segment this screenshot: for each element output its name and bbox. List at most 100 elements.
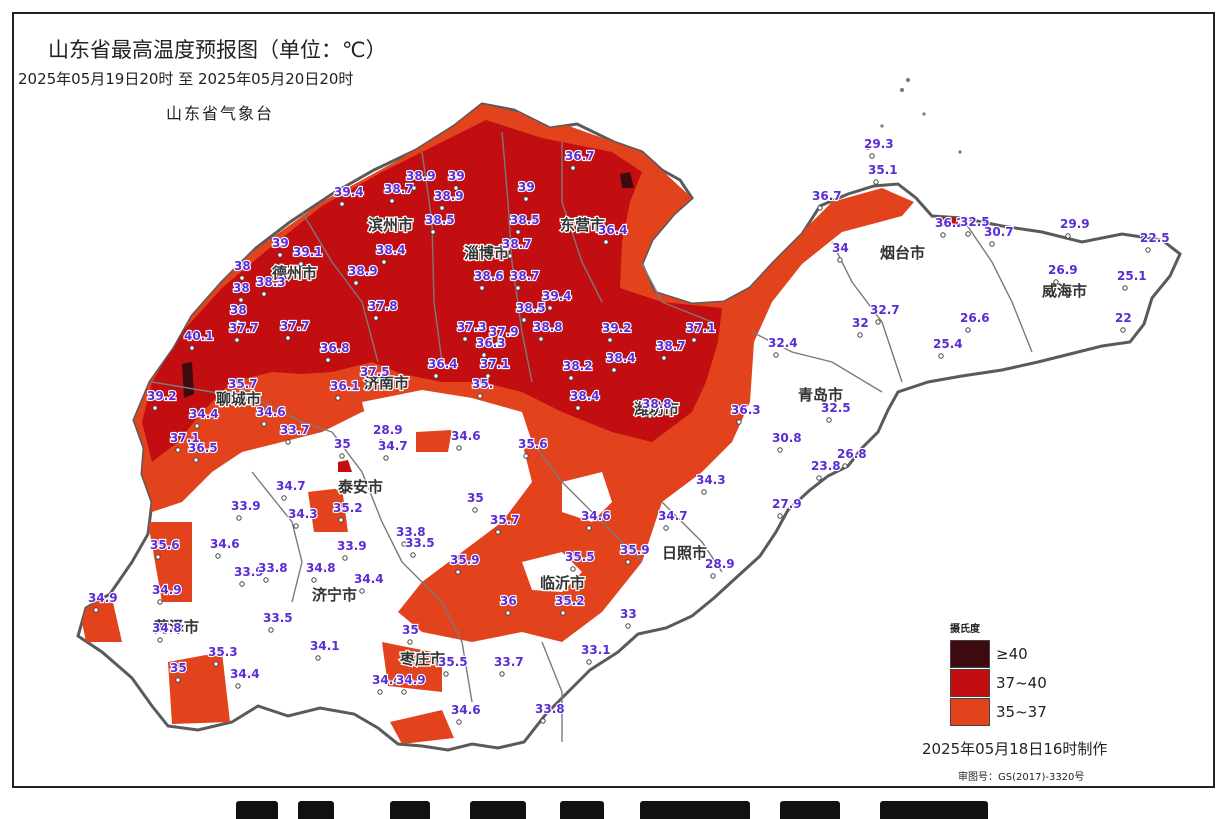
station-dot [773,352,779,358]
station-marker: 38.5 [509,212,541,235]
temperature-value: 27.9 [772,497,802,511]
station-marker: 32.5 [959,214,991,237]
temperature-value: 32.4 [768,336,798,350]
station-marker: 34.9 [395,672,427,695]
city-label-dezhou: 德州市 [272,264,317,282]
station-marker: 32.4 [767,335,799,358]
station-marker: 36.5 [187,440,219,463]
station-dot [439,205,445,211]
station-marker: 38.7 [655,338,687,361]
temperature-value: 36.4 [598,223,628,237]
temperature-value: 39 [272,236,289,250]
temperature-value: 35.9 [620,543,650,557]
station-marker: 39 [271,235,290,258]
temperature-value: 32.5 [960,215,990,229]
station-dot [462,336,468,342]
station-dot [298,261,304,267]
station-dot [407,639,413,645]
station-marker: 29.9 [1059,216,1091,239]
station-marker: 38.9 [347,263,379,286]
station-dot [477,393,483,399]
temperature-value: 38.7 [384,182,414,196]
temperature-value: 34.4 [189,407,219,421]
temperature-value: 38.2 [563,359,593,373]
station-marker: 30.7 [983,224,1015,247]
temperature-value: 34.4 [372,673,402,687]
temperature-value: 34.4 [230,667,260,681]
legend-row: 37~40 [950,668,1047,697]
station-dot [1065,233,1071,239]
temperature-value: 34.1 [310,639,340,653]
temperature-value: 36.1 [330,379,360,393]
station-dot [93,607,99,613]
station-marker: 38.3 [255,274,287,297]
temperature-value: 39.2 [602,321,632,335]
station-dot [281,495,287,501]
temperature-value: 36.7 [565,149,595,163]
temperature-value: 37.8 [368,299,398,313]
station-dot [285,335,291,341]
map-review-number: 审图号：GS(2017)-3320号 [958,772,1085,783]
issuing-agency: 山东省气象台 [166,104,275,123]
station-marker: 35.2 [332,500,364,523]
station-dot [157,637,163,643]
station-dot [1053,279,1059,285]
temperature-value: 38 [233,281,250,295]
station-dot [377,689,383,695]
temperature-value: 33.8 [396,525,426,539]
station-marker: 35.9 [619,542,651,565]
station-dot [261,421,267,427]
station-dot [194,423,200,429]
temperature-value: 30.8 [772,431,802,445]
station-marker: 26.8 [836,446,868,469]
station-marker: 38.6 [473,268,505,291]
temperature-value: 37.9 [489,325,519,339]
temperature-value: 35.6 [518,437,548,451]
station-dot [826,417,832,423]
station-marker: 22 [1114,310,1133,333]
station-marker: 34.6 [450,428,482,451]
zone-ge-40 [182,362,194,398]
station-dot [157,599,163,605]
station-dot [701,489,707,495]
station-marker: 35 [169,660,188,683]
station-dot [338,517,344,523]
station-dot [234,337,240,343]
temperature-value: 35.7 [228,377,258,391]
temperature-value: 36.4 [428,357,458,371]
station-marker: 34.4 [353,571,385,594]
station-dot [538,336,544,342]
station-dot [325,357,331,363]
temperature-value: 34.6 [256,405,286,419]
station-dot [378,439,384,445]
temperature-value: 38.5 [510,213,540,227]
station-marker: 29.3 [863,136,895,159]
zone-37-40 [142,120,722,462]
station-marker: 36.4 [597,222,629,245]
temperature-value: 38.4 [606,351,636,365]
station-dot [293,523,299,529]
station-dot [456,445,462,451]
station-marker: 26.6 [959,310,991,333]
temperature-value: 35 [170,661,187,675]
station-marker: 35.2 [554,593,586,616]
station-dot [389,198,395,204]
station-marker: 34.4 [371,672,403,695]
station-marker: 39 [517,179,536,202]
station-dot [268,627,274,633]
station-dot [239,581,245,587]
station-marker: 37.9 [488,324,520,347]
station-marker: 39.4 [333,184,365,207]
temperature-value: 35.9 [450,553,480,567]
station-marker: 34.4 [188,406,220,429]
station-dot [842,463,848,469]
station-marker: 33.5 [404,535,436,558]
station-marker: 38.8 [641,396,673,419]
station-dot [777,447,783,453]
station-dot [315,655,321,661]
station-dot [1120,327,1126,333]
station-marker: 34.7 [275,478,307,501]
station-dot [1145,247,1151,253]
station-dot [661,355,667,361]
